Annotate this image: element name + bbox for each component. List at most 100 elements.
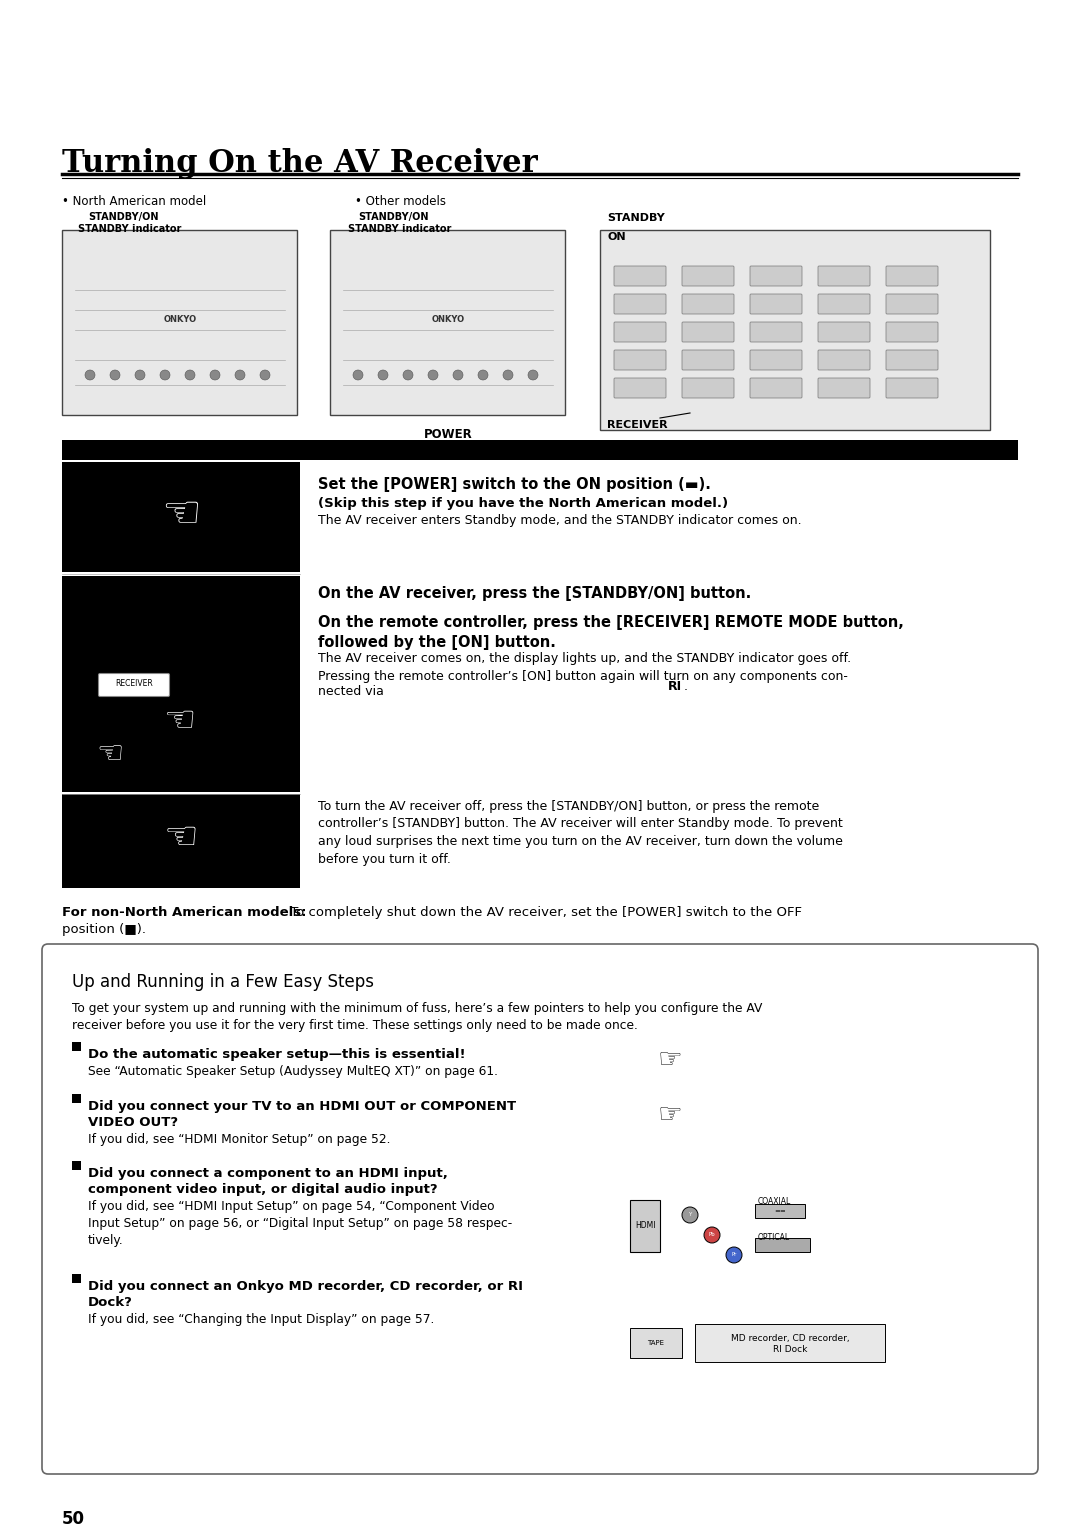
FancyBboxPatch shape: [750, 322, 802, 342]
Circle shape: [353, 370, 363, 380]
FancyBboxPatch shape: [615, 266, 666, 286]
FancyBboxPatch shape: [886, 293, 939, 313]
FancyBboxPatch shape: [681, 266, 734, 286]
Text: Pb: Pb: [708, 1233, 715, 1238]
Text: RECEIVER: RECEIVER: [607, 420, 667, 429]
FancyBboxPatch shape: [818, 322, 870, 342]
Text: Set the [POWER] switch to the ON position (▬).: Set the [POWER] switch to the ON positio…: [318, 477, 711, 492]
Text: If you did, see “Changing the Input Display” on page 57.: If you did, see “Changing the Input Disp…: [87, 1313, 434, 1326]
FancyBboxPatch shape: [98, 674, 170, 697]
Bar: [72, 1274, 81, 1284]
Text: ☜: ☜: [164, 703, 197, 736]
Text: Up and Running in a Few Easy Steps: Up and Running in a Few Easy Steps: [72, 973, 374, 992]
Text: position (■).: position (■).: [62, 923, 146, 937]
FancyBboxPatch shape: [750, 377, 802, 397]
Circle shape: [528, 370, 538, 380]
Circle shape: [260, 370, 270, 380]
Bar: [600, 231, 990, 429]
FancyBboxPatch shape: [681, 322, 734, 342]
Text: ONKYO: ONKYO: [163, 315, 197, 324]
Text: Y: Y: [688, 1213, 691, 1218]
FancyBboxPatch shape: [818, 293, 870, 313]
Circle shape: [378, 370, 388, 380]
Text: STANDBY/ON: STANDBY/ON: [87, 212, 159, 222]
Text: HDMI: HDMI: [635, 1221, 656, 1230]
Text: • Other models: • Other models: [355, 196, 446, 208]
Text: Do the automatic speaker setup—this is essential!: Do the automatic speaker setup—this is e…: [87, 1048, 465, 1060]
FancyBboxPatch shape: [615, 293, 666, 313]
Text: The AV receiver comes on, the display lights up, and the STANDBY indicator goes : The AV receiver comes on, the display li…: [318, 652, 851, 665]
FancyBboxPatch shape: [615, 322, 666, 342]
Circle shape: [681, 1207, 698, 1222]
Bar: [330, 231, 565, 416]
FancyBboxPatch shape: [615, 350, 666, 370]
Bar: [72, 1161, 81, 1170]
Circle shape: [110, 370, 120, 380]
Text: Did you connect your TV to an HDMI OUT or COMPONENT
VIDEO OUT?: Did you connect your TV to an HDMI OUT o…: [87, 1100, 516, 1129]
Circle shape: [453, 370, 463, 380]
Text: 50: 50: [62, 1510, 85, 1528]
FancyBboxPatch shape: [886, 350, 939, 370]
Bar: [62, 231, 297, 416]
FancyBboxPatch shape: [750, 350, 802, 370]
Text: STANDBY/ON: STANDBY/ON: [357, 212, 429, 222]
Text: MD recorder, CD recorder,
RI Dock: MD recorder, CD recorder, RI Dock: [731, 1334, 849, 1354]
Text: If you did, see “HDMI Input Setup” on page 54, “Component Video
Input Setup” on : If you did, see “HDMI Input Setup” on pa…: [87, 1199, 512, 1247]
Text: Did you connect a component to an HDMI input,
component video input, or digital : Did you connect a component to an HDMI i…: [87, 1167, 448, 1196]
Text: RI: RI: [669, 680, 683, 694]
Circle shape: [135, 370, 145, 380]
Bar: [62, 576, 300, 792]
Bar: [696, 1323, 885, 1361]
Text: (Skip this step if you have the North American model.): (Skip this step if you have the North Am…: [318, 497, 728, 510]
Circle shape: [503, 370, 513, 380]
Bar: [62, 795, 300, 888]
Text: ☜: ☜: [96, 741, 124, 770]
FancyBboxPatch shape: [750, 266, 802, 286]
Circle shape: [210, 370, 220, 380]
Circle shape: [428, 370, 438, 380]
Text: To completely shut down the AV receiver, set the [POWER] switch to the OFF: To completely shut down the AV receiver,…: [286, 906, 802, 918]
Text: Turning On the AV Receiver: Turning On the AV Receiver: [62, 148, 538, 179]
Text: Pressing the remote controller’s [ON] button again will turn on any components c: Pressing the remote controller’s [ON] bu…: [318, 669, 848, 698]
Text: ☜: ☜: [163, 819, 199, 857]
FancyBboxPatch shape: [818, 266, 870, 286]
Text: Pr: Pr: [731, 1253, 737, 1258]
Text: If you did, see “HDMI Monitor Setup” on page 52.: If you did, see “HDMI Monitor Setup” on …: [87, 1132, 391, 1146]
Text: STANDBY indicator: STANDBY indicator: [78, 225, 181, 234]
Bar: [630, 1199, 660, 1251]
FancyBboxPatch shape: [750, 293, 802, 313]
Text: To turn the AV receiver off, press the [STANDBY/ON] button, or press the remote
: To turn the AV receiver off, press the […: [318, 801, 842, 865]
Bar: [62, 461, 300, 571]
FancyBboxPatch shape: [886, 266, 939, 286]
Text: POWER: POWER: [423, 428, 472, 442]
FancyBboxPatch shape: [886, 322, 939, 342]
FancyBboxPatch shape: [42, 944, 1038, 1475]
Text: TAPE: TAPE: [648, 1340, 664, 1346]
Circle shape: [726, 1247, 742, 1264]
Bar: [755, 1204, 805, 1218]
Bar: [72, 1042, 81, 1051]
FancyBboxPatch shape: [681, 350, 734, 370]
Text: RECEIVER: RECEIVER: [116, 680, 153, 689]
Text: ☞: ☞: [658, 1047, 683, 1074]
Text: .: .: [684, 680, 688, 694]
FancyBboxPatch shape: [681, 377, 734, 397]
Circle shape: [235, 370, 245, 380]
Text: ☜: ☜: [161, 494, 201, 536]
Text: STANDBY indicator: STANDBY indicator: [348, 225, 451, 234]
Text: COAXIAL: COAXIAL: [758, 1198, 792, 1207]
Text: OPTICAL: OPTICAL: [758, 1233, 791, 1242]
Text: Did you connect an Onkyo MD recorder, CD recorder, or RI
Dock?: Did you connect an Onkyo MD recorder, CD…: [87, 1280, 523, 1309]
Text: ==: ==: [774, 1209, 786, 1215]
Text: To get your system up and running with the minimum of fuss, here’s a few pointer: To get your system up and running with t…: [72, 1002, 762, 1031]
FancyBboxPatch shape: [818, 350, 870, 370]
FancyBboxPatch shape: [615, 377, 666, 397]
Text: ☞: ☞: [658, 1102, 683, 1129]
Circle shape: [85, 370, 95, 380]
Text: STANDBY: STANDBY: [607, 212, 665, 223]
FancyBboxPatch shape: [681, 293, 734, 313]
Circle shape: [160, 370, 170, 380]
Text: For non-North American models:: For non-North American models:: [62, 906, 307, 918]
Text: ON: ON: [607, 232, 625, 241]
Text: • North American model: • North American model: [62, 196, 206, 208]
